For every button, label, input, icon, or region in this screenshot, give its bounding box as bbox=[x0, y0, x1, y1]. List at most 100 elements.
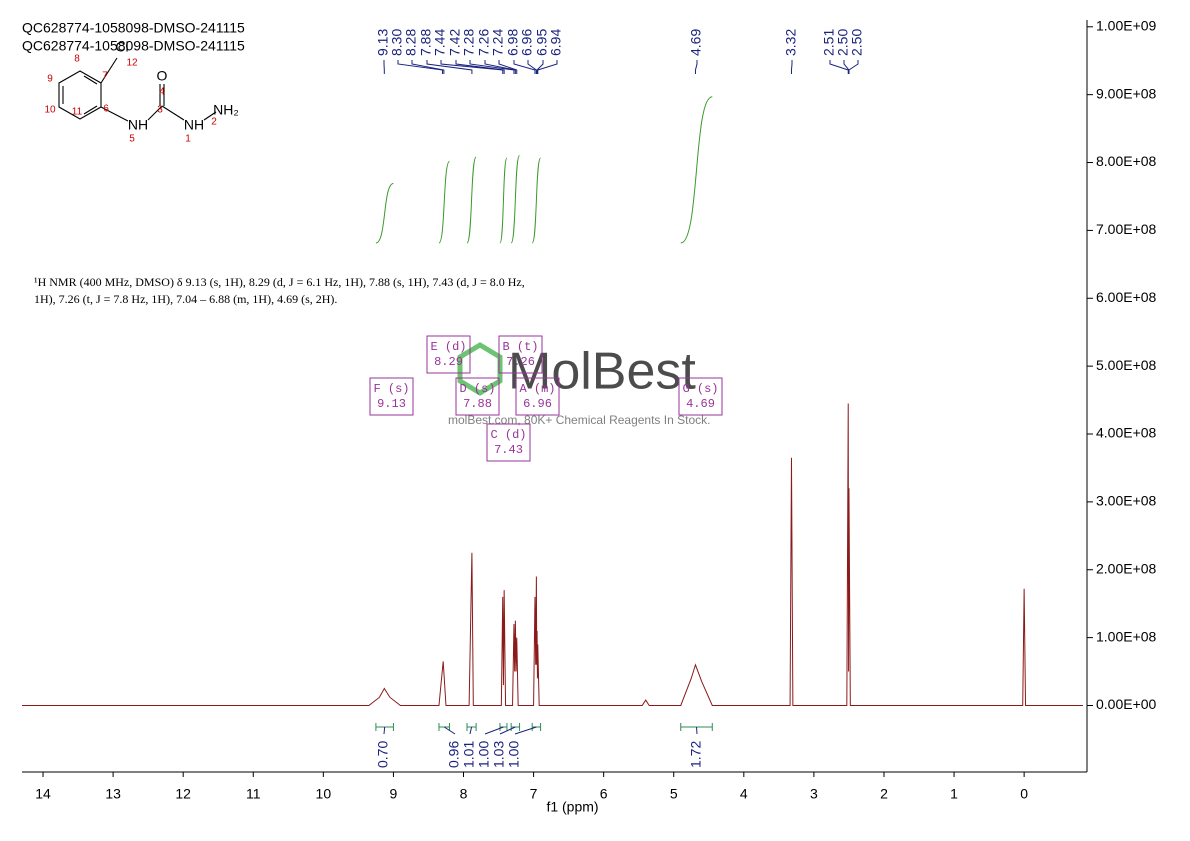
multiplet-box bbox=[498, 335, 543, 374]
peak-label: 7.26 bbox=[476, 29, 492, 56]
y-tick-label: 8.00E+08 bbox=[1096, 153, 1157, 169]
atom-label: 4 bbox=[159, 87, 165, 98]
integral-bracket bbox=[438, 723, 450, 731]
integral-label: 1.01 bbox=[461, 741, 477, 768]
peak-leader bbox=[397, 60, 443, 74]
x-tick-label: 4 bbox=[740, 786, 748, 802]
x-tick-label: 13 bbox=[105, 786, 121, 802]
y-tick-label: 5.00E+08 bbox=[1096, 357, 1157, 373]
y-tick-label: 0.00E+00 bbox=[1096, 696, 1157, 712]
multiplet-box bbox=[426, 335, 471, 374]
bond bbox=[100, 106, 129, 122]
integral-leader bbox=[514, 726, 537, 735]
y-tick-label: 2.00E+08 bbox=[1096, 560, 1157, 576]
bond bbox=[83, 105, 98, 115]
y-tick-label: 6.00E+08 bbox=[1096, 289, 1157, 305]
x-tick-label: 2 bbox=[880, 786, 888, 802]
x-tick-label: 7 bbox=[530, 786, 538, 802]
peak-leader bbox=[513, 60, 536, 74]
atom-label: 10 bbox=[44, 105, 56, 116]
bond bbox=[203, 111, 217, 121]
atom-label: 6 bbox=[103, 104, 109, 115]
peak-leader bbox=[498, 60, 518, 74]
integral-leader bbox=[469, 726, 473, 735]
peak-leader bbox=[527, 60, 537, 74]
multiplet-value: 9.13 bbox=[377, 397, 406, 411]
peak-label: 7.42 bbox=[447, 29, 463, 56]
integral-label: 0.96 bbox=[446, 741, 462, 768]
atom-label: NH₂ bbox=[213, 102, 239, 118]
y-tick-label: 3.00E+08 bbox=[1096, 493, 1157, 509]
peak-label: 6.95 bbox=[534, 29, 550, 56]
peak-label: 6.94 bbox=[548, 29, 564, 56]
peak-leader bbox=[829, 60, 849, 74]
peak-label: 6.96 bbox=[519, 29, 535, 56]
multiplet-value: 4.69 bbox=[686, 397, 715, 411]
integral-curve bbox=[510, 154, 521, 244]
peak-leader bbox=[455, 60, 505, 74]
multiplet-label: F (s) bbox=[373, 382, 409, 396]
multiplet-box bbox=[515, 377, 560, 416]
atom-label: 3 bbox=[157, 105, 163, 116]
integral-curve bbox=[466, 156, 477, 244]
integral-curve bbox=[531, 157, 542, 244]
integral-label: 1.03 bbox=[491, 741, 507, 768]
x-tick-label: 5 bbox=[670, 786, 678, 802]
multiplet-box bbox=[486, 423, 531, 462]
peak-label: 8.28 bbox=[403, 29, 419, 56]
atom-label: NH bbox=[184, 117, 204, 133]
bond bbox=[83, 75, 98, 85]
integral-label: 1.72 bbox=[688, 741, 704, 768]
x-tick-label: 12 bbox=[175, 786, 191, 802]
integral-label: 1.00 bbox=[476, 741, 492, 768]
integral-label: 1.00 bbox=[506, 741, 522, 768]
multiplet-label: C (d) bbox=[490, 428, 526, 442]
peak-leader bbox=[537, 60, 558, 74]
atom-label: NH bbox=[128, 117, 148, 133]
x-tick-label: 14 bbox=[35, 786, 51, 802]
spectrum-line bbox=[22, 403, 1083, 706]
bond bbox=[161, 105, 185, 121]
atom-label: 11 bbox=[72, 107, 83, 118]
integral-curve bbox=[375, 183, 394, 244]
chart-title: QC628774-1058098-DMSO-241115 bbox=[22, 20, 245, 36]
multiplet-label: B (t) bbox=[502, 340, 538, 354]
peak-label: 7.44 bbox=[432, 29, 448, 56]
peak-leader bbox=[411, 60, 445, 74]
multiplet-value: 7.26 bbox=[506, 355, 535, 369]
multiplet-value: 6.96 bbox=[523, 397, 552, 411]
x-tick-label: 8 bbox=[460, 786, 468, 802]
chart-subtitle: QC628774-1058098-DMSO-241115 bbox=[22, 38, 245, 54]
integral-leader bbox=[499, 726, 516, 735]
multiplet-value: 7.88 bbox=[463, 397, 492, 411]
peak-label: 4.69 bbox=[688, 29, 704, 56]
atom-label: 2 bbox=[211, 117, 217, 128]
y-tick-label: 4.00E+08 bbox=[1096, 425, 1157, 441]
multiplet-value: 8.29 bbox=[434, 355, 463, 369]
integral-curve bbox=[680, 96, 713, 244]
atom-label: Cl bbox=[115, 39, 128, 55]
multiplet-box bbox=[678, 377, 723, 416]
x-tick-label: 1 bbox=[950, 786, 958, 802]
peak-label: 7.88 bbox=[418, 29, 434, 56]
integral-bracket bbox=[466, 723, 477, 731]
watermark-logo bbox=[457, 342, 503, 396]
peak-label: 7.28 bbox=[461, 29, 477, 56]
integral-bracket bbox=[531, 723, 542, 731]
x-tick-label: 3 bbox=[810, 786, 818, 802]
peak-label: 2.50 bbox=[849, 29, 865, 56]
x-axis-label: f1 (ppm) bbox=[546, 799, 598, 815]
integral-leader bbox=[484, 726, 504, 735]
x-tick-label: 9 bbox=[390, 786, 398, 802]
multiplet-label: D (s) bbox=[459, 382, 495, 396]
multiplet-label: E (d) bbox=[430, 340, 466, 354]
watermark: MolBest molBest.com, 80K+ Chemical Reage… bbox=[448, 342, 710, 427]
multiplet-value: 7.43 bbox=[494, 443, 523, 457]
x-tick-label: 6 bbox=[600, 786, 608, 802]
peak-leader bbox=[469, 60, 515, 74]
x-tick-label: 11 bbox=[246, 786, 261, 802]
y-tick-label: 1.00E+08 bbox=[1096, 628, 1157, 644]
peak-leader bbox=[790, 60, 793, 74]
integral-curve bbox=[438, 160, 450, 244]
